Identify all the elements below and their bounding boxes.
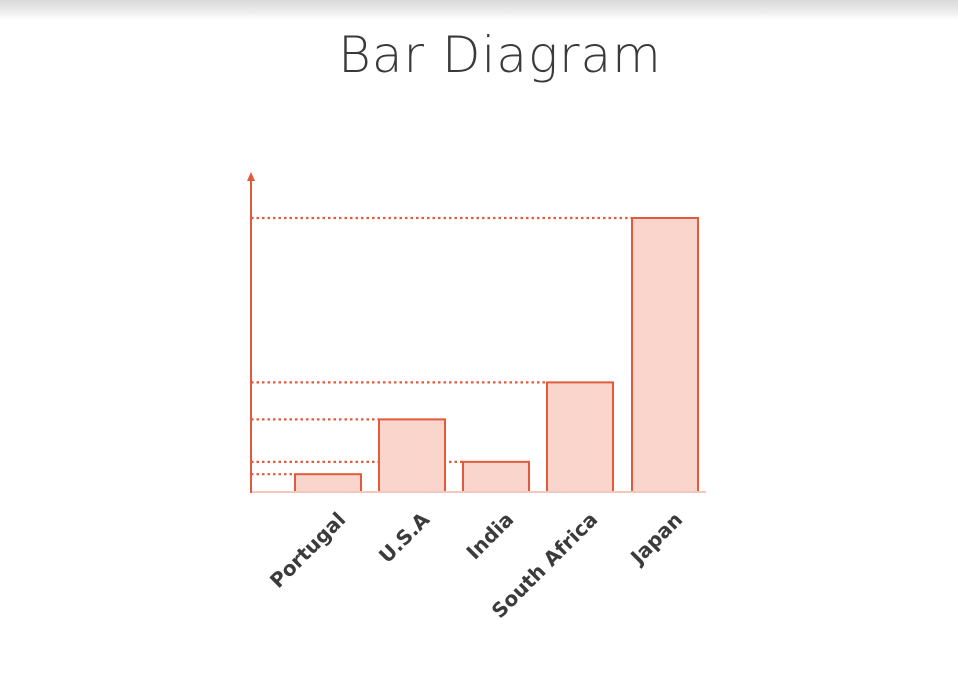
category-label: Japan <box>624 507 687 570</box>
y-axis-arrow <box>247 172 255 181</box>
bar-india <box>462 460 530 493</box>
bar-u-s-a <box>378 418 446 494</box>
bar-portugal <box>294 473 362 494</box>
top-shadow <box>0 0 958 20</box>
category-label: India <box>461 507 518 564</box>
chart-title: Bar Diagram <box>338 26 662 84</box>
category-label: U.S.A <box>374 507 435 568</box>
category-label: Portugal <box>265 507 350 592</box>
bars <box>294 217 699 494</box>
bar-south-africa <box>546 381 614 493</box>
bar-japan <box>631 217 699 493</box>
axes <box>247 172 706 493</box>
